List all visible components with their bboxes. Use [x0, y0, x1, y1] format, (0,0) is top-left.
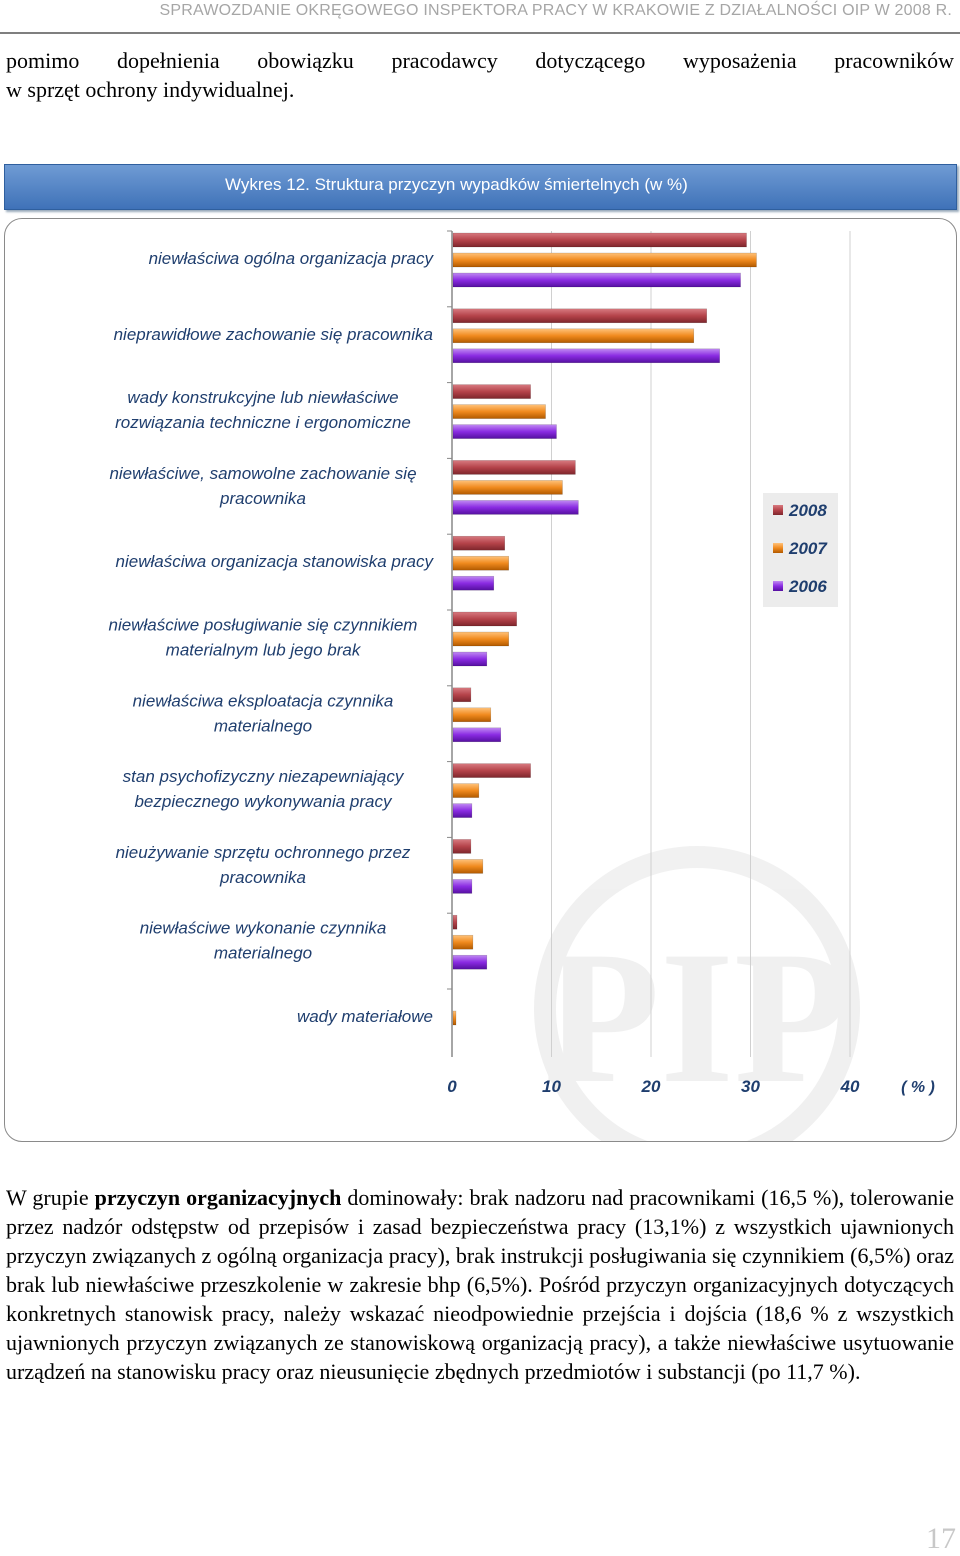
category-label: stan psychofizyczny niezapewniający — [123, 767, 405, 786]
x-tick-label: 40 — [840, 1077, 860, 1096]
category-label: pracownika — [219, 489, 306, 508]
category-label: niewłaściwe wykonanie czynnika — [140, 919, 387, 938]
bar-2007-5 — [452, 631, 509, 647]
header-divider — [0, 32, 960, 34]
intro-line-2: w sprzęt ochrony indywidualnej. — [6, 77, 295, 102]
body-text-start: W grupie — [6, 1185, 95, 1210]
legend-label-2008: 2008 — [788, 501, 827, 520]
bar-2006-1 — [452, 348, 720, 364]
bar-2008-5 — [452, 611, 517, 627]
bar-2007-1 — [452, 328, 695, 344]
x-tick-label: 10 — [542, 1077, 561, 1096]
running-header: SPRAWOZDANIE OKRĘGOWEGO INSPEKTORA PRACY… — [159, 2, 952, 19]
bar-2008-0 — [452, 232, 747, 248]
bar-2006-2 — [452, 424, 557, 439]
pip-watermark: PIP — [534, 846, 860, 1141]
category-label: niewłaściwa eksploatacja czynnika — [133, 691, 394, 710]
category-label: materialnego — [214, 944, 312, 963]
bar-2006-7 — [452, 803, 473, 818]
bar-chart: PIP niewłaściwa ogólna organizacja pracy… — [109, 230, 935, 1141]
bar-2007-4 — [452, 555, 509, 571]
bar-2008-7 — [452, 763, 531, 778]
category-label: niewłaściwa organizacja stanowiska pracy — [116, 552, 435, 571]
category-label: wady materiałowe — [297, 1007, 433, 1026]
bar-2007-7 — [452, 783, 480, 798]
bar-2008-3 — [452, 460, 576, 475]
bar-2006-6 — [452, 727, 502, 743]
chart-title-banner: Wykres 12. Struktura przyczyn wypadków ś… — [4, 164, 957, 210]
bar-2006-5 — [452, 651, 488, 667]
bar-2007-2 — [452, 404, 546, 419]
category-label: materialnego — [214, 716, 312, 735]
bar-2007-9 — [452, 934, 474, 950]
bar-2007-6 — [452, 707, 492, 723]
bar-2008-4 — [452, 535, 505, 551]
bar-2006-4 — [452, 575, 495, 591]
body-text-rest: dominowały: brak nadzoru nad pracownikam… — [6, 1185, 955, 1384]
page-number: 17 — [926, 1522, 956, 1555]
intro-paragraph: pomimo dopełnienia obowiązku pracodawcy … — [6, 46, 954, 104]
bar-2006-0 — [452, 272, 741, 288]
category-label: nieużywanie sprzętu ochronnego przez — [116, 843, 411, 862]
bar-2008-9 — [452, 914, 458, 930]
category-label: rozwiązania techniczne i ergonomiczne — [115, 413, 411, 432]
bar-2008-2 — [452, 384, 531, 399]
bar-2006-9 — [452, 954, 488, 970]
body-paragraph: W grupie przyczyn organizacyjnych domino… — [6, 1183, 954, 1386]
category-label: wady konstrukcyjne lub niewłaściwe — [127, 388, 398, 407]
legend-swatch-2007 — [773, 543, 783, 553]
intro-line-1: pomimo dopełnienia obowiązku pracodawcy … — [6, 48, 954, 73]
bar-2008-8 — [452, 839, 472, 854]
category-label: pracownika — [219, 868, 306, 887]
legend-label-2007: 2007 — [788, 539, 828, 558]
chart-container: PIP niewłaściwa ogólna organizacja pracy… — [4, 218, 957, 1142]
category-label: materialnym lub jego brak — [166, 641, 362, 660]
bar-2006-8 — [452, 879, 473, 894]
legend-swatch-2008 — [773, 505, 783, 515]
chart-title: Wykres 12. Struktura przyczyn wypadków ś… — [225, 175, 688, 194]
x-tick-label: 20 — [641, 1077, 661, 1096]
category-label: niewłaściwe, samowolne zachowanie się — [109, 464, 416, 483]
bar-2006-3 — [452, 500, 579, 515]
bar-2007-10 — [452, 1010, 457, 1026]
bar-2007-3 — [452, 480, 563, 495]
bar-2008-6 — [452, 687, 472, 703]
legend-label-2006: 2006 — [788, 577, 827, 596]
x-tick-label: 0 — [447, 1077, 457, 1096]
category-label: nieprawidłowe zachowanie się pracownika — [114, 325, 433, 344]
body-text-bold: przyczyn organizacyjnych — [94, 1185, 342, 1210]
bar-2007-0 — [452, 252, 757, 268]
category-label: bezpiecznego wykonywania pracy — [134, 792, 393, 811]
x-tick-label: 30 — [741, 1077, 760, 1096]
bar-2008-1 — [452, 308, 707, 324]
category-label: niewłaściwa ogólna organizacja pracy — [149, 249, 435, 268]
legend-swatch-2006 — [773, 581, 783, 591]
category-label: niewłaściwe posługiwanie się czynnikiem — [109, 616, 418, 635]
x-axis-unit: ( % ) — [901, 1079, 935, 1096]
bar-2007-8 — [452, 859, 484, 874]
watermark-text: PIP — [544, 913, 850, 1123]
